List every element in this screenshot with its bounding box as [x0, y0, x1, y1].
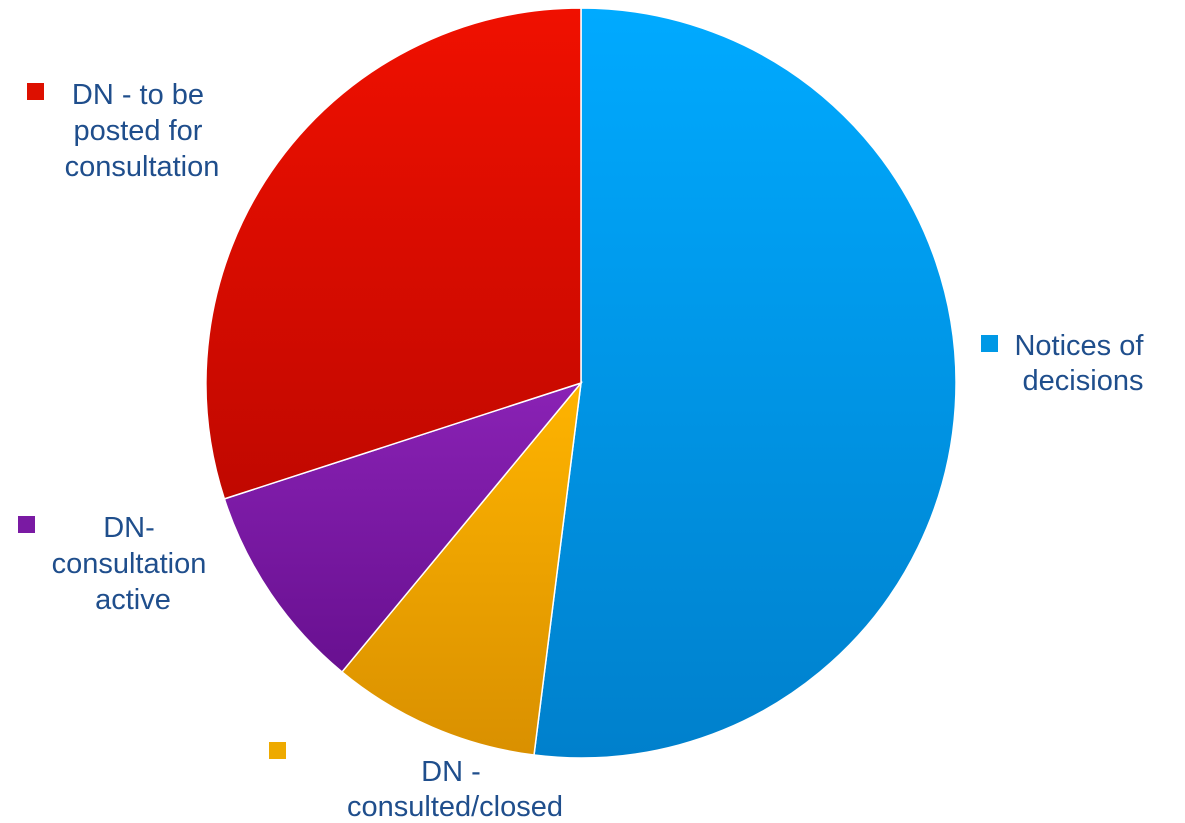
legend-label-dn-to-be-posted-line3: consultation — [65, 151, 220, 183]
legend-label-dn-consulted-line2: consulted/closed — [347, 791, 563, 823]
legend-label-dn-consultation-line2: consultation — [52, 548, 207, 580]
legend-label-dn-consultation-line3: active — [95, 584, 171, 616]
legend-item-notices-of-decisions: Notices of decisions — [981, 330, 1151, 397]
pie-slice-notices-of-decisions — [533, 7, 957, 759]
legend-label-dn-consulted-line1: DN - — [421, 756, 481, 788]
legend-item-dn-consultation-active: DN- consultation active — [18, 512, 215, 616]
legend-label-dn-consultation-line1: DN- — [103, 512, 155, 544]
legend-marker-dn-to-be-posted — [27, 83, 44, 100]
legend-marker-dn-consulted-closed — [269, 742, 286, 759]
legend-label-dn-to-be-posted-line1: DN - to be — [72, 79, 204, 111]
legend-label-dn-consulted-closed: DN - consulted/closed — [347, 756, 563, 823]
legend-marker-notices-of-decisions — [981, 335, 998, 352]
legend-label-dn-consultation-active: DN- consultation active — [52, 512, 215, 616]
legend-marker-dn-consultation-active — [18, 516, 35, 533]
legend-label-notices-of-decisions: Notices of decisions — [1014, 330, 1151, 397]
legend-label-dn-to-be-posted: DN - to be posted for consultation — [65, 79, 220, 183]
pie-slices — [205, 7, 957, 759]
legend-item-dn-consulted-closed: DN - consulted/closed — [269, 742, 563, 823]
legend-item-dn-to-be-posted: DN - to be posted for consultation — [27, 79, 219, 183]
legend-label-dn-to-be-posted-line2: posted for — [73, 115, 202, 147]
pie-slice-dn-consulted-closed — [340, 380, 583, 756]
pie-slice-dn-consultation-active — [223, 381, 584, 673]
pie-slice-dn-to-be-posted-for-consultation — [205, 7, 582, 500]
legend-label-notices-line2: decisions — [1023, 365, 1144, 397]
legend-label-notices-line1: Notices of — [1014, 330, 1144, 362]
